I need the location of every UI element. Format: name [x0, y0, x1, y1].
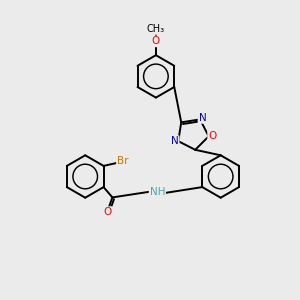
Text: O: O	[151, 36, 159, 46]
Text: N: N	[199, 113, 206, 123]
Text: Br: Br	[117, 157, 128, 166]
Text: NH: NH	[150, 187, 165, 197]
Text: CH₃: CH₃	[147, 24, 165, 34]
Text: O: O	[208, 131, 216, 141]
Text: N: N	[171, 136, 178, 146]
Text: O: O	[104, 207, 112, 217]
